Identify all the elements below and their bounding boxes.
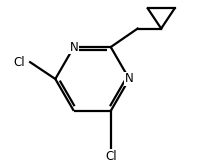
Text: N: N — [69, 40, 78, 54]
Text: Cl: Cl — [13, 56, 25, 69]
Text: Cl: Cl — [105, 150, 117, 162]
Text: N: N — [125, 72, 134, 86]
